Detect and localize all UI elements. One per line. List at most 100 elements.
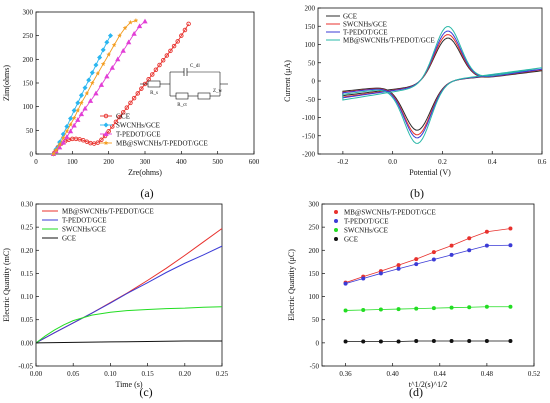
data-point bbox=[361, 276, 366, 281]
data-point bbox=[414, 262, 419, 267]
data-point bbox=[175, 39, 180, 44]
x-axis-label: t^1/2(s)^1/2 bbox=[409, 380, 448, 389]
inset-label: R_ct bbox=[177, 103, 187, 108]
data-point bbox=[60, 139, 66, 145]
x-tick-label: 0.40 bbox=[387, 370, 400, 378]
data-point bbox=[124, 105, 130, 110]
data-point bbox=[396, 339, 401, 344]
data-point bbox=[64, 124, 70, 130]
data-point bbox=[131, 95, 137, 101]
legend-label: T-PEDOT/GCE bbox=[62, 217, 106, 225]
data-point bbox=[343, 339, 348, 344]
data-point bbox=[120, 110, 126, 115]
legend-label: T-PEDOT/GCE bbox=[343, 29, 387, 37]
series-line bbox=[35, 228, 223, 344]
fit-line bbox=[345, 228, 511, 284]
data-point bbox=[111, 42, 117, 48]
y-tick-label: 250 bbox=[309, 224, 320, 232]
series-line bbox=[35, 340, 222, 344]
y-tick-label: -50 bbox=[310, 363, 320, 371]
panel-b: -0.2 0.0 0.2 0.4 0.6 -200 -150 -100 -50 0 50 100 150… bbox=[283, 5, 547, 178]
legend-label: SWCNHs/GCE bbox=[116, 122, 160, 130]
legend-label: SWCNHs/GCE bbox=[62, 226, 106, 234]
data-point bbox=[103, 131, 109, 136]
data-point bbox=[414, 306, 419, 311]
data-point bbox=[128, 100, 133, 106]
y-tick-label: 0 bbox=[316, 339, 320, 347]
data-point bbox=[508, 304, 513, 309]
data-point bbox=[484, 229, 489, 234]
legend-label: GCE bbox=[343, 13, 357, 21]
y-tick-label: 150 bbox=[309, 270, 320, 278]
x-tick-label: 0.0 bbox=[388, 158, 397, 166]
y-tick-label: 100 bbox=[23, 103, 34, 111]
panel-c: 0.00 0.05 0.10 0.15 0.20 0.25-0.050.000.050.1… bbox=[2, 201, 229, 390]
data-point bbox=[56, 144, 63, 150]
y-tick-label: 250 bbox=[23, 32, 34, 40]
y-tick-label: 0.00 bbox=[21, 339, 34, 347]
x-tick-label: 0.36 bbox=[339, 370, 352, 378]
panel-d: 0.36 0.40 0.44 0.48 0.52 -50 0 50 100 150 200 250 30… bbox=[287, 201, 541, 390]
legend-label: SWCNHs/GCE bbox=[343, 21, 387, 29]
cv-curve bbox=[342, 37, 543, 131]
x-tick-label: 0.25 bbox=[216, 370, 229, 378]
y-tick-label: 0 bbox=[30, 151, 34, 159]
panel-a: 0 100 200 300 400 500 600 0 50 100 150 200 250 300 Zre… bbox=[2, 9, 260, 178]
panel-label-b: (b) bbox=[410, 186, 424, 200]
data-point bbox=[508, 226, 513, 231]
plot-frame bbox=[35, 203, 223, 367]
y-tick-label: -0.05 bbox=[18, 363, 33, 371]
inset-label: R_s bbox=[150, 91, 158, 96]
data-point bbox=[84, 90, 90, 96]
legend-label: GCE bbox=[62, 235, 76, 243]
data-point bbox=[78, 92, 84, 98]
y-tick-label: 50 bbox=[312, 316, 320, 324]
data-point bbox=[449, 305, 454, 310]
y-tick-label: 0.30 bbox=[21, 201, 34, 209]
panel-label-a: (a) bbox=[140, 186, 153, 200]
x-tick-label: 0.52 bbox=[528, 370, 541, 378]
data-point bbox=[109, 65, 115, 70]
data-point bbox=[361, 307, 366, 312]
data-point bbox=[171, 43, 177, 49]
data-point bbox=[378, 271, 383, 276]
data-point bbox=[508, 243, 513, 248]
data-point bbox=[87, 98, 94, 103]
data-point bbox=[396, 263, 401, 268]
cv-curve bbox=[342, 30, 543, 139]
data-point bbox=[168, 48, 173, 54]
resistor-rs bbox=[147, 80, 161, 88]
y-tick-label: 200 bbox=[305, 5, 316, 13]
data-point bbox=[86, 77, 92, 83]
fit-line bbox=[345, 244, 511, 284]
data-point bbox=[396, 307, 401, 312]
series-line bbox=[35, 306, 223, 344]
circuit-inset: R_s C_dl R_ct Z_w bbox=[140, 64, 228, 108]
data-point bbox=[82, 105, 88, 111]
legend-marker bbox=[334, 237, 338, 241]
data-point bbox=[484, 304, 489, 309]
x-tick-label: 0.05 bbox=[67, 370, 80, 378]
x-tick-label: 0.48 bbox=[481, 370, 494, 378]
y-tick-label: -200 bbox=[302, 151, 315, 159]
data-point bbox=[117, 114, 122, 120]
data-point bbox=[431, 257, 436, 262]
data-point bbox=[95, 140, 101, 145]
data-point bbox=[103, 140, 109, 146]
x-tick-label: 100 bbox=[67, 158, 78, 166]
data-point bbox=[396, 266, 401, 271]
data-point bbox=[139, 86, 144, 91]
data-point bbox=[68, 122, 73, 127]
data-point bbox=[431, 250, 436, 255]
cv-curve bbox=[342, 34, 543, 136]
x-tick-label: 0.2 bbox=[438, 158, 447, 166]
x-axis-label: Zre(ohms) bbox=[128, 168, 162, 177]
data-point bbox=[378, 339, 383, 344]
panel-label-d: (d) bbox=[409, 385, 423, 399]
data-point bbox=[484, 339, 489, 344]
data-point bbox=[89, 70, 95, 76]
data-point bbox=[484, 243, 489, 248]
legend-label: MB@SWCNHs/T-PEDOT/GCE bbox=[62, 208, 154, 216]
data-point bbox=[71, 115, 77, 121]
data-point bbox=[133, 17, 139, 23]
